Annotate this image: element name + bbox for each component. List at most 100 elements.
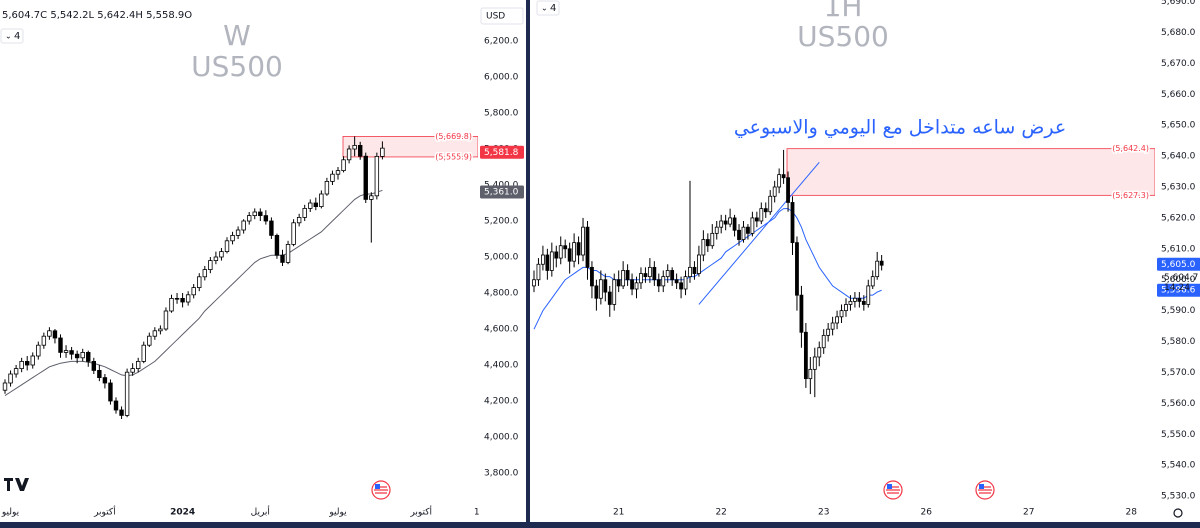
settings-icon[interactable] (1173, 508, 1183, 518)
candle-body (252, 211, 257, 217)
toolbar-chevron: ⌄ (541, 4, 548, 13)
currency-button[interactable] (480, 7, 524, 25)
y-tick-label: 3,800.0 (484, 469, 519, 479)
candle-body (710, 232, 715, 247)
candle-body (335, 170, 341, 175)
candle-body (41, 335, 47, 346)
y-tick-label: 6,200.0 (484, 37, 519, 47)
price-text: 14:24 (1164, 283, 1190, 293)
candle-body (665, 270, 670, 278)
candle-body (258, 211, 263, 217)
candle-body (576, 242, 581, 256)
x-tick-label: 26 (920, 508, 932, 518)
y-tick-label: 5,560.0 (1161, 399, 1196, 409)
y-tick-label: 5,630.0 (1161, 183, 1196, 193)
candle-body (803, 331, 808, 380)
y-tick-label: 5,650.0 (1161, 121, 1196, 131)
candle-body (113, 400, 119, 411)
y-tick-label: 4,000.0 (484, 433, 519, 443)
candle-body (639, 273, 643, 284)
y-tick-label: 5,680.0 (1161, 28, 1196, 38)
candle-body (607, 291, 612, 305)
candle-body (141, 344, 146, 362)
candle-body (163, 310, 169, 330)
candle-body (224, 240, 230, 253)
candle-body (30, 355, 35, 366)
candle-body (866, 285, 871, 305)
candle-body (795, 242, 799, 296)
candle-body (241, 220, 246, 231)
candle-body (625, 270, 630, 281)
candle-body (274, 235, 280, 256)
candle-body (772, 186, 777, 197)
price-tag-label: 5,596.6 (1161, 286, 1196, 296)
candle-body (697, 254, 701, 274)
candle-body (844, 304, 848, 312)
x-tick-label: أبريل (251, 506, 270, 518)
candle-body (572, 242, 577, 262)
candle-body (80, 352, 85, 359)
y-tick-label: 4,600.0 (484, 325, 519, 335)
flag-canton (375, 484, 380, 489)
candle-body (296, 217, 302, 224)
price-tag (1157, 257, 1200, 271)
y-tick-label: 5,800.0 (484, 109, 519, 119)
candle-body (319, 193, 324, 208)
candle-body (185, 294, 191, 303)
candle-body (821, 334, 826, 349)
candle-body (567, 248, 572, 262)
candle-body (346, 148, 352, 161)
candle-body (777, 174, 782, 188)
toolbar-button[interactable] (536, 0, 560, 16)
x-tick-label: 2024 (170, 508, 195, 518)
candle-body (786, 177, 790, 203)
candle-body (647, 266, 652, 278)
candle-body (656, 279, 661, 287)
candle-body (47, 330, 52, 337)
candle-body (719, 220, 724, 228)
candle-body (679, 282, 683, 290)
candle-body (594, 285, 599, 299)
candle-body (750, 217, 755, 234)
toolbar-button[interactable] (0, 28, 24, 44)
candle-body (590, 266, 594, 287)
x-tick-label: 22 (715, 508, 726, 518)
candle-body (661, 276, 666, 287)
flag-canton (887, 484, 892, 489)
candle-body (330, 173, 335, 182)
x-tick-label: 23 (818, 508, 829, 518)
candle-body (124, 371, 130, 416)
candle-body (603, 279, 608, 293)
candle-body (174, 298, 180, 300)
tv-logo (4, 478, 29, 491)
price-tag (1157, 283, 1200, 297)
price-text: 5,604.7 (1164, 273, 1198, 283)
candle-body (13, 368, 19, 375)
candle-body (97, 370, 102, 379)
watermark-symbol: US500 (797, 20, 889, 53)
y-tick-label: 5,000.0 (484, 253, 519, 263)
candle-body (363, 155, 368, 200)
candle-body (812, 356, 817, 370)
price-tag-label: 5,361.0 (484, 188, 519, 198)
candle-body (861, 300, 866, 305)
candle-body (357, 145, 363, 157)
candle-body (235, 229, 241, 236)
candle-body (630, 279, 634, 290)
candle-body (817, 347, 822, 358)
candle-body (554, 251, 559, 259)
candle-body (8, 373, 13, 384)
candle-body (835, 316, 839, 324)
annotation: عرض ساعه متداخل مع اليومي والاسبوعي (734, 117, 1066, 139)
candle-body (135, 361, 141, 370)
candle-body (541, 254, 545, 265)
candle-body (2, 382, 8, 391)
candle-body (58, 337, 63, 353)
candle-body (341, 159, 346, 172)
candle-body (581, 226, 585, 256)
x-tick-label: يوليو (328, 508, 347, 518)
candle-body (208, 260, 213, 271)
candle-body (69, 350, 74, 355)
